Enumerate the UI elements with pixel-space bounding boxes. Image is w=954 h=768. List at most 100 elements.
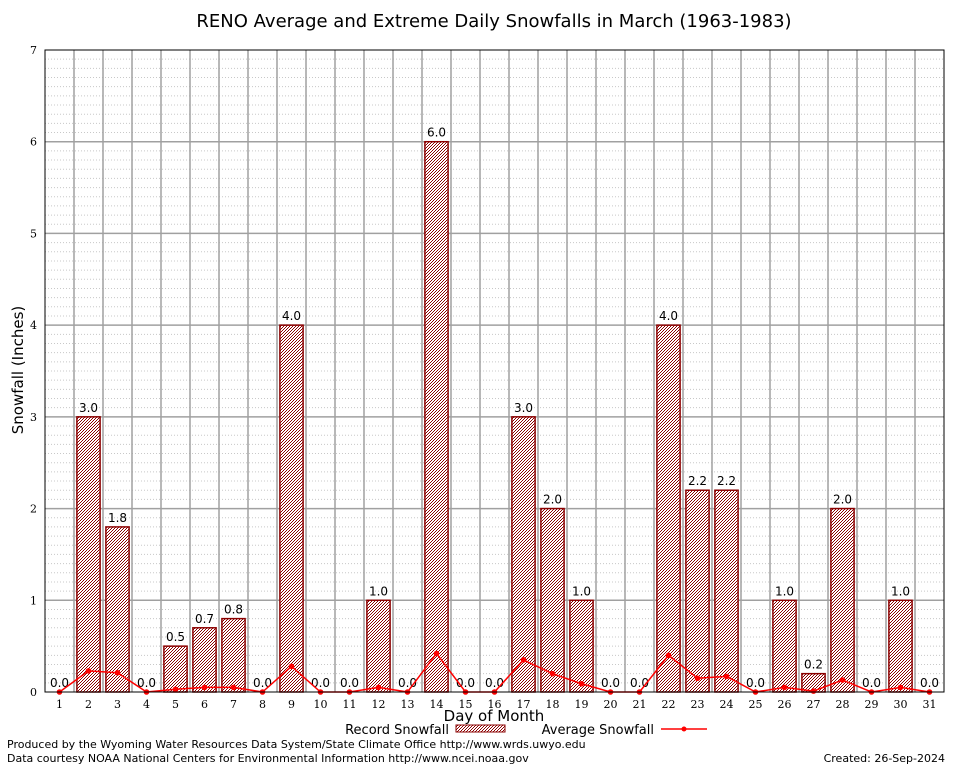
bar-value-label: 1.0	[572, 584, 591, 598]
average-point	[433, 650, 440, 657]
x-tick-label: 3	[114, 698, 121, 711]
grid-lines	[45, 50, 944, 692]
footer-producer: Produced by the Wyoming Water Resources …	[7, 738, 586, 751]
legend-record-swatch	[455, 724, 506, 733]
x-tick-label: 23	[691, 698, 705, 711]
bar-value-label: 3.0	[79, 401, 98, 415]
x-tick-label: 7	[230, 698, 237, 711]
x-tick-label: 27	[807, 698, 821, 711]
bar-value-label: 0.0	[253, 676, 272, 690]
x-tick-label: 15	[459, 698, 473, 711]
bar-value-label: 1.0	[891, 584, 910, 598]
x-tick-label: 17	[517, 698, 531, 711]
x-tick-label: 25	[749, 698, 763, 711]
y-axis-label: Snowfall (Inches)	[9, 306, 27, 434]
average-point	[781, 684, 788, 691]
record-bar	[685, 489, 710, 693]
record-bar	[105, 526, 130, 693]
bar-value-label: 0.0	[746, 676, 765, 690]
record-bar	[76, 416, 101, 693]
x-tick-label: 11	[343, 698, 357, 711]
bar-value-label: 0.0	[485, 676, 504, 690]
record-bar	[424, 140, 449, 693]
bar-value-label: 4.0	[659, 309, 678, 323]
record-bar	[163, 645, 188, 693]
average-point	[230, 684, 237, 691]
bar-value-label: 0.0	[137, 676, 156, 690]
x-tick-label: 31	[923, 698, 937, 711]
average-point	[520, 657, 527, 663]
y-tick-label: 6	[30, 136, 37, 149]
x-tick-label: 22	[662, 698, 676, 711]
average-point	[114, 669, 121, 676]
x-axis-label: Day of Month	[444, 707, 545, 725]
bar-value-label: 2.0	[543, 493, 562, 507]
average-point	[665, 652, 672, 659]
record-bar	[221, 617, 246, 693]
x-tick-label: 28	[836, 698, 850, 711]
x-tick-labels: 1 2 3 4 5 6 7 8 9 10 11 12 13 14 15 16 17 18 19 20 21 22 23 24 2…	[56, 698, 937, 711]
x-tick-label: 30	[894, 698, 908, 711]
bar-value-label: 0.0	[601, 676, 620, 690]
average-point	[85, 668, 92, 674]
average-point	[549, 670, 556, 677]
x-tick-label: 4	[143, 698, 150, 711]
x-tick-label: 20	[604, 698, 618, 711]
x-tick-label: 24	[720, 698, 734, 711]
legend-average-label: Average Snowfall	[542, 723, 654, 738]
average-point	[723, 673, 730, 680]
record-bar	[888, 599, 913, 693]
x-tick-label: 2	[85, 698, 92, 711]
x-tick-label: 18	[546, 698, 560, 711]
y-tick-labels: 0 1 2 3 4 5 6 7	[30, 44, 37, 699]
bar-value-label: 0.7	[195, 612, 214, 626]
record-bar	[192, 627, 217, 693]
x-tick-label: 16	[488, 698, 502, 711]
bar-value-label: 0.8	[224, 603, 243, 617]
bar-value-label: 1.0	[775, 584, 794, 598]
bar-value-label: 0.5	[166, 630, 185, 644]
legend-record-label: Record Snowfall	[345, 723, 449, 738]
bar-value-label: 4.0	[282, 309, 301, 323]
average-point	[375, 684, 382, 691]
x-tick-label: 5	[172, 698, 179, 711]
average-point	[897, 684, 904, 691]
bar-value-label: 2.2	[717, 474, 736, 488]
x-tick-label: 8	[259, 698, 266, 711]
footer-courtesy: Data courtesy NOAA National Centers for …	[7, 752, 529, 765]
record-bar	[279, 324, 304, 693]
average-point	[172, 686, 179, 693]
x-tick-label: 12	[372, 698, 386, 711]
record-bar	[366, 599, 391, 693]
x-tick-label: 14	[430, 698, 444, 711]
plot-frame	[44, 49, 945, 693]
record-bar	[569, 599, 594, 693]
x-tick-label: 13	[401, 698, 415, 711]
bar-value-label: 2.0	[833, 493, 852, 507]
average-point	[201, 684, 208, 691]
x-tick-label: 21	[633, 698, 647, 711]
record-bar	[714, 489, 739, 693]
y-tick-label: 0	[30, 686, 37, 699]
record-bar	[772, 599, 797, 693]
x-tick-label: 6	[201, 698, 208, 711]
legend: Record Snowfall Average Snowfall	[345, 723, 707, 738]
y-tick-label: 1	[30, 594, 37, 607]
bar-value-label: 0.0	[311, 676, 330, 690]
bar-value-label: 0.0	[920, 676, 939, 690]
x-tick-label: 9	[288, 698, 295, 711]
y-tick-label: 4	[30, 319, 37, 332]
y-tick-label: 2	[30, 503, 37, 516]
average-point	[578, 680, 585, 687]
x-tick-label: 1	[56, 698, 63, 711]
footer-created: Created: 26-Sep-2024	[824, 752, 945, 765]
bar-value-label: 3.0	[514, 401, 533, 415]
bar-value-label: 2.2	[688, 474, 707, 488]
average-point	[694, 675, 701, 682]
y-tick-label: 5	[30, 227, 37, 240]
y-tick-label: 3	[30, 411, 37, 424]
x-tick-label: 26	[778, 698, 792, 711]
bar-labels-group: 0.0 3.0 1.8 0.0 0.5 0.7 0.8 0.0 4.0 0.0 0.0 1.0 0.0 6…	[50, 126, 939, 690]
chart-title: RENO Average and Extreme Daily Snowfalls…	[196, 11, 791, 32]
